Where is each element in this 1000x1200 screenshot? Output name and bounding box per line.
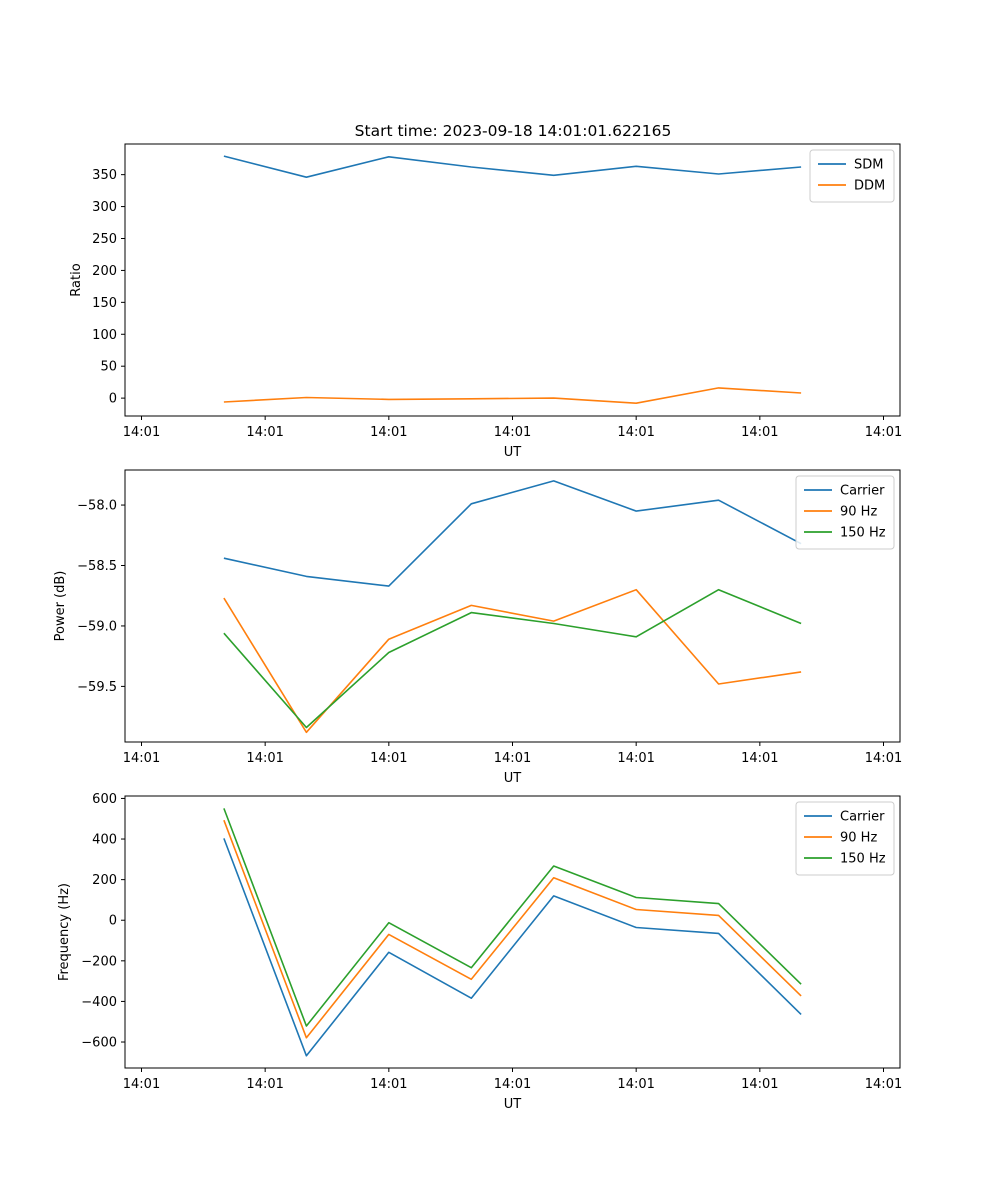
x-tick-label: 14:01 [246,1077,283,1092]
x-axis-label: UT [504,771,522,786]
y-axis-label: Power (dB) [53,571,68,642]
legend: Carrier 90 Hz 150 Hz [795,475,895,550]
x-tick-label: 14:01 [741,751,778,766]
series-line-carrier [223,838,802,1057]
y-tick-label: −600 [81,1036,117,1051]
x-tick-label: 14:01 [617,425,654,440]
x-tick-label: 14:01 [865,425,902,440]
legend-box [795,475,895,550]
legend-label: DDM [854,179,885,194]
series-line-ddm [223,387,802,405]
legend-label: Carrier [840,484,885,499]
y-axis-label: Frequency (Hz) [57,883,72,981]
legend: SDM DDM [809,149,895,203]
x-tick-label: 14:01 [494,1077,531,1092]
y-tick-label: 350 [92,168,117,183]
x-tick-label: 14:01 [123,1077,160,1092]
y-tick-label: 300 [92,200,117,215]
x-tick-label: 14:01 [741,1077,778,1092]
y-tick-label: 200 [92,873,117,888]
x-tick-label: 14:01 [123,425,160,440]
series-line-90-hz [223,819,802,1039]
figure-title: Start time: 2023-09-18 14:01:01.622165 [355,122,672,140]
y-tick-label: −400 [81,995,117,1010]
x-axis-label: UT [504,445,522,460]
legend-label: 90 Hz [840,505,877,520]
x-axis-label: UT [504,1097,522,1112]
x-tick-label: 14:01 [741,425,778,440]
legend-box [809,149,895,203]
legend: Carrier 90 Hz 150 Hz [795,801,895,876]
panels: 14:01 14:01 14:01 14:01 14:01 14:01 14:01 0 50 10… [53,143,902,1112]
x-tick-label: 14:01 [617,751,654,766]
y-tick-label: 50 [100,360,117,375]
x-tick-label: 14:01 [865,1077,902,1092]
x-tick-label: 14:01 [370,425,407,440]
legend-label: 150 Hz [840,526,886,541]
y-tick-label: 250 [92,232,117,247]
y-tick-label: 0 [109,392,117,407]
x-tick-label: 14:01 [494,751,531,766]
x-tick-label: 14:01 [246,425,283,440]
series-line-sdm [223,155,802,178]
series-line-carrier [223,480,802,587]
y-axis-label: Ratio [69,263,84,296]
y-tick-label: 150 [92,296,117,311]
y-tick-label: 200 [92,264,117,279]
chart-panel-3: 14:01 14:01 14:01 14:01 14:01 14:01 14:01 −600 −… [57,792,902,1112]
y-tick-label: 100 [92,328,117,343]
legend-label: SDM [854,158,883,173]
y-tick-label: 400 [92,833,117,848]
legend-label: 150 Hz [840,852,886,867]
y-tick-label: 0 [109,914,117,929]
series-line-90-hz [223,588,802,734]
legend-label: 90 Hz [840,831,877,846]
chart-panel-1: 14:01 14:01 14:01 14:01 14:01 14:01 14:01 0 50 10… [69,143,902,460]
x-tick-label: 14:01 [246,751,283,766]
chart-panel-2: 14:01 14:01 14:01 14:01 14:01 14:01 14:01 −59.5… [53,469,902,786]
x-tick-label: 14:01 [370,751,407,766]
x-tick-label: 14:01 [370,1077,407,1092]
series-line-150-hz [223,808,802,1027]
x-tick-label: 14:01 [494,425,531,440]
y-tick-label: 600 [92,792,117,807]
x-tick-label: 14:01 [865,751,902,766]
x-tick-label: 14:01 [617,1077,654,1092]
y-tick-label: −59.5 [77,680,117,695]
y-tick-label: −58.5 [77,559,117,574]
series-line-150-hz [223,588,802,729]
legend-box [795,801,895,876]
x-tick-label: 14:01 [123,751,160,766]
y-tick-label: −58.0 [77,499,117,514]
y-tick-label: −59.0 [77,619,117,634]
y-tick-label: −200 [81,954,117,969]
legend-label: Carrier [840,810,885,825]
